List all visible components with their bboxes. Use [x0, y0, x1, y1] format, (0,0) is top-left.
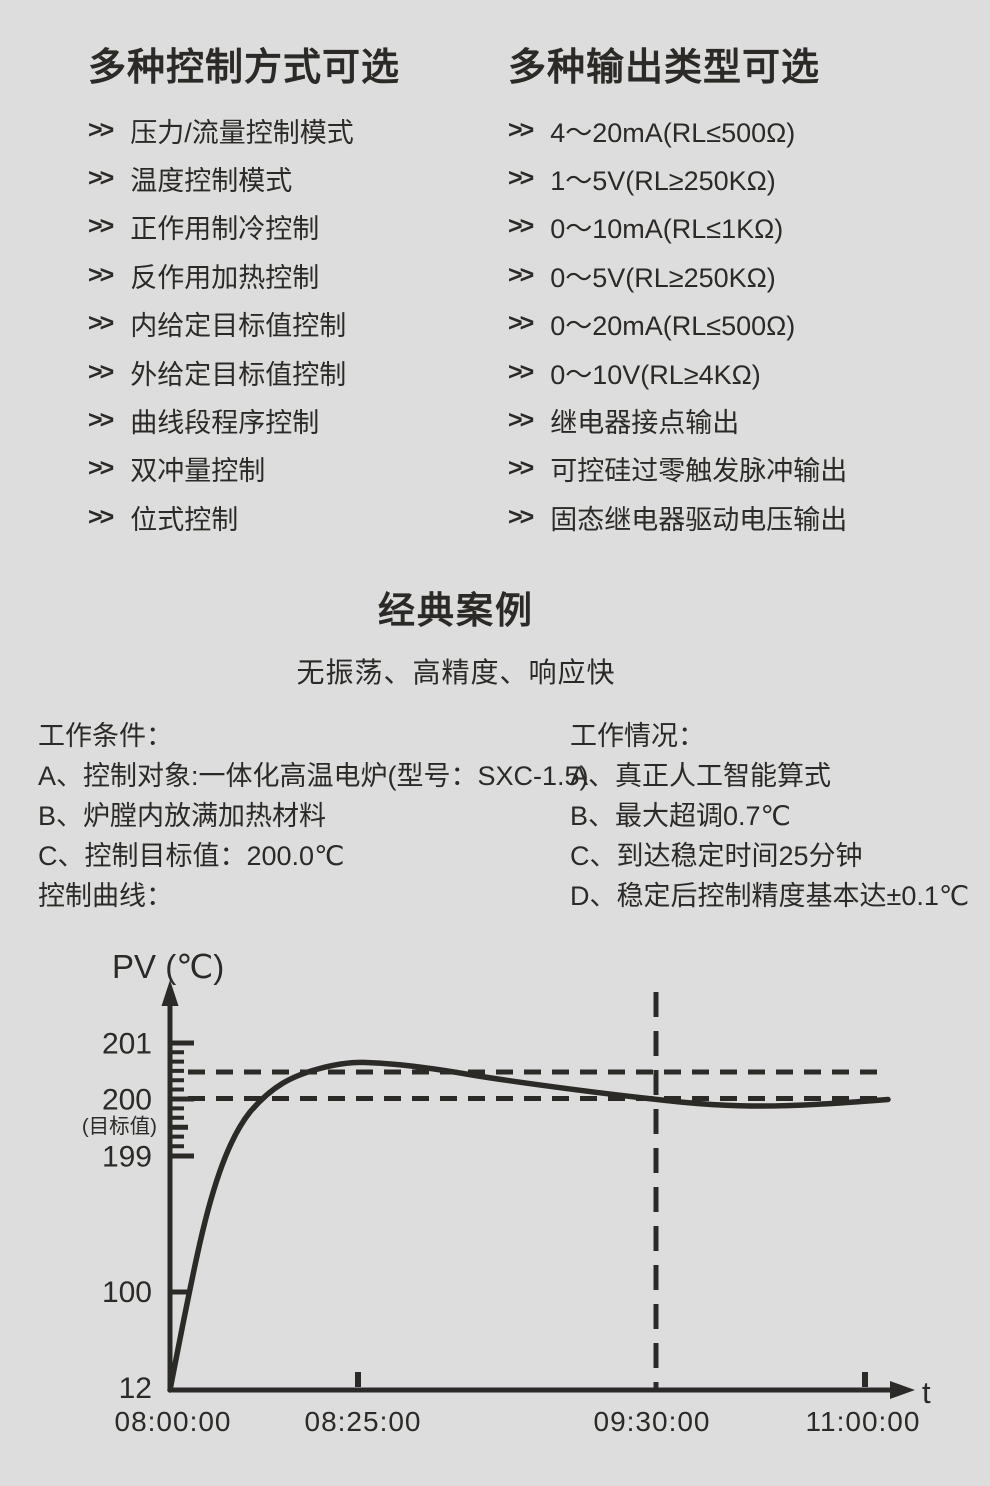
output-type-item: >> 0～20mA(RL≤500Ω) — [508, 300, 978, 348]
output-types-section: 多种输出类型可选 >> 4～20mA(RL≤500Ω) >> 1～5V(RL≥250… — [508, 44, 978, 542]
output-type-label: 0～10V(RL≥4KΩ) — [550, 359, 761, 390]
control-mode-item: >> 温度控制模式 — [88, 154, 488, 202]
y-tick-label-201: 201 — [102, 1028, 152, 1061]
output-type-item: >> 0～10V(RL≥4KΩ) — [508, 348, 978, 396]
chevrons-icon: >> — [508, 502, 534, 531]
control-mode-item: >> 位式控制 — [88, 493, 488, 541]
control-mode-label: 双冲量控制 — [130, 456, 266, 487]
control-mode-label: 温度控制模式 — [130, 166, 293, 197]
y-tick-label-200: 200 — [102, 1084, 152, 1117]
control-modes-list: >> 压力/流量控制模式 >> 温度控制模式 >> 正作用制冷控制 >> 反作用加热控制… — [88, 106, 488, 542]
control-mode-item: >> 曲线段程序控制 — [88, 396, 488, 444]
work-condition-item: C、控制目标值：200.0℃ — [38, 841, 345, 871]
control-mode-label: 内给定目标值控制 — [130, 311, 347, 342]
control-mode-label: 压力/流量控制模式 — [130, 117, 354, 148]
work-status-item: D、稳定后控制精度基本达±0.1℃ — [570, 881, 970, 911]
output-type-label: 0～5V(RL≥250KΩ) — [550, 262, 776, 293]
output-type-label: 1～5V(RL≥250KΩ) — [550, 166, 776, 197]
chevrons-icon: >> — [508, 212, 534, 241]
control-modes-title: 多种控制方式可选 — [88, 47, 401, 89]
control-mode-item: >> 外给定目标值控制 — [88, 348, 488, 396]
output-type-item: >> 1～5V(RL≥250KΩ) — [508, 154, 978, 202]
work-status-item: A、真正人工智能算式 — [570, 761, 832, 791]
y-tick-label-12: 12 — [119, 1372, 152, 1405]
work-status-item: C、到达稳定时间25分钟 — [570, 841, 863, 871]
case-study-title: 经典案例 — [378, 590, 534, 631]
control-modes-section: 多种控制方式可选 >> 压力/流量控制模式 >> 温度控制模式 >> 正作用制冷控制 … — [88, 44, 488, 542]
control-mode-item: >> 压力/流量控制模式 — [88, 106, 488, 154]
work-conditions-section: 工作条件： A、控制对象:一体化高温电炉(型号：SXC-1.5) B、炉膛内放满… — [38, 716, 589, 916]
chevrons-icon: >> — [88, 406, 114, 435]
x-tick-label-082500: 08:25:00 — [305, 1406, 422, 1437]
control-mode-item: >> 内给定目标值控制 — [88, 300, 488, 348]
y-medium-tick-marks — [172, 1124, 188, 1295]
chevrons-icon: >> — [508, 357, 534, 386]
output-type-label: 继电器接点输出 — [550, 408, 740, 439]
output-type-label: 4～20mA(RL≤500Ω) — [550, 117, 796, 148]
control-mode-label: 反作用加热控制 — [130, 262, 320, 293]
control-mode-item: >> 正作用制冷控制 — [88, 203, 488, 251]
chevrons-icon: >> — [508, 406, 534, 435]
x-tick-label-110000: 11:00:00 — [806, 1406, 921, 1437]
control-mode-item: >> 双冲量控制 — [88, 445, 488, 493]
case-study-header: 经典案例 无振荡、高精度、响应快 — [0, 580, 912, 691]
output-type-item: >> 继电器接点输出 — [508, 396, 978, 444]
work-condition-item: B、炉膛内放满加热材料 — [38, 801, 327, 831]
work-conditions-heading: 工作条件： — [38, 721, 173, 751]
control-mode-label: 外给定目标值控制 — [130, 359, 347, 390]
chevrons-icon: >> — [508, 260, 534, 289]
target-value-note: (目标值) — [82, 1115, 157, 1138]
output-type-item: >> 固态继电器驱动电压输出 — [508, 493, 978, 541]
x-tick-label-093000: 09:30:00 — [594, 1406, 711, 1437]
pv-curve — [167, 1059, 891, 1393]
x-tick-marks — [355, 1372, 868, 1387]
x-tick-label-080000: 08:00:00 — [115, 1406, 232, 1437]
output-type-label: 可控硅过零触发脉冲输出 — [550, 456, 848, 487]
output-type-item: >> 0～5V(RL≥250KΩ) — [508, 251, 978, 299]
work-status-item: B、最大超调0.7℃ — [570, 801, 791, 831]
output-type-label: 0～20mA(RL≤500Ω) — [550, 311, 796, 342]
control-mode-label: 正作用制冷控制 — [130, 214, 320, 245]
control-curve-label: 控制曲线： — [38, 881, 173, 911]
x-axis-label: t — [922, 1375, 931, 1410]
chevrons-icon: >> — [88, 502, 114, 531]
pv-chart-canvas: PV (℃) t 201 200 (目标值) 199 100 12 08:00:… — [82, 948, 931, 1437]
chevrons-icon: >> — [508, 309, 534, 338]
chevrons-icon: >> — [508, 115, 534, 144]
y-axis-arrow-icon — [161, 980, 179, 1006]
output-type-item: >> 4～20mA(RL≤500Ω) — [508, 106, 978, 154]
output-types-title: 多种输出类型可选 — [508, 47, 821, 89]
output-type-label: 固态继电器驱动电压输出 — [550, 504, 848, 535]
y-minor-tick-marks — [172, 1050, 184, 1149]
chevrons-icon: >> — [88, 164, 114, 193]
work-status-heading: 工作情况： — [570, 721, 705, 751]
output-types-list: >> 4～20mA(RL≤500Ω) >> 1～5V(RL≥250KΩ) >> 0～1… — [508, 106, 978, 542]
y-axis-label: PV (℃) — [112, 948, 224, 985]
control-mode-label: 曲线段程序控制 — [130, 408, 320, 439]
work-status-section: 工作情况： A、真正人工智能算式 B、最大超调0.7℃ C、到达稳定时间25分钟… — [570, 716, 990, 916]
output-type-item: >> 0～10mA(RL≤1KΩ) — [508, 203, 978, 251]
control-mode-item: >> 反作用加热控制 — [88, 251, 488, 299]
control-mode-label: 位式控制 — [130, 504, 239, 535]
y-tick-label-199: 199 — [102, 1141, 152, 1174]
chevrons-icon: >> — [508, 164, 534, 193]
chevrons-icon: >> — [88, 212, 114, 241]
work-condition-item: A、控制对象:一体化高温电炉(型号：SXC-1.5) — [38, 761, 589, 791]
x-axis-arrow-icon — [890, 1381, 915, 1399]
chevrons-icon: >> — [508, 454, 534, 483]
chevrons-icon: >> — [88, 357, 114, 386]
chevrons-icon: >> — [88, 115, 114, 144]
chevrons-icon: >> — [88, 454, 114, 483]
output-type-label: 0～10mA(RL≤1KΩ) — [550, 214, 784, 245]
chevrons-icon: >> — [88, 309, 114, 338]
chevrons-icon: >> — [88, 260, 114, 289]
y-tick-label-100: 100 — [102, 1276, 152, 1309]
pv-control-curve-chart: PV (℃) t 201 200 (目标值) 199 100 12 08:00:… — [0, 930, 990, 1486]
case-study-subtitle: 无振荡、高精度、响应快 — [296, 657, 616, 688]
output-type-item: >> 可控硅过零触发脉冲输出 — [508, 445, 978, 493]
